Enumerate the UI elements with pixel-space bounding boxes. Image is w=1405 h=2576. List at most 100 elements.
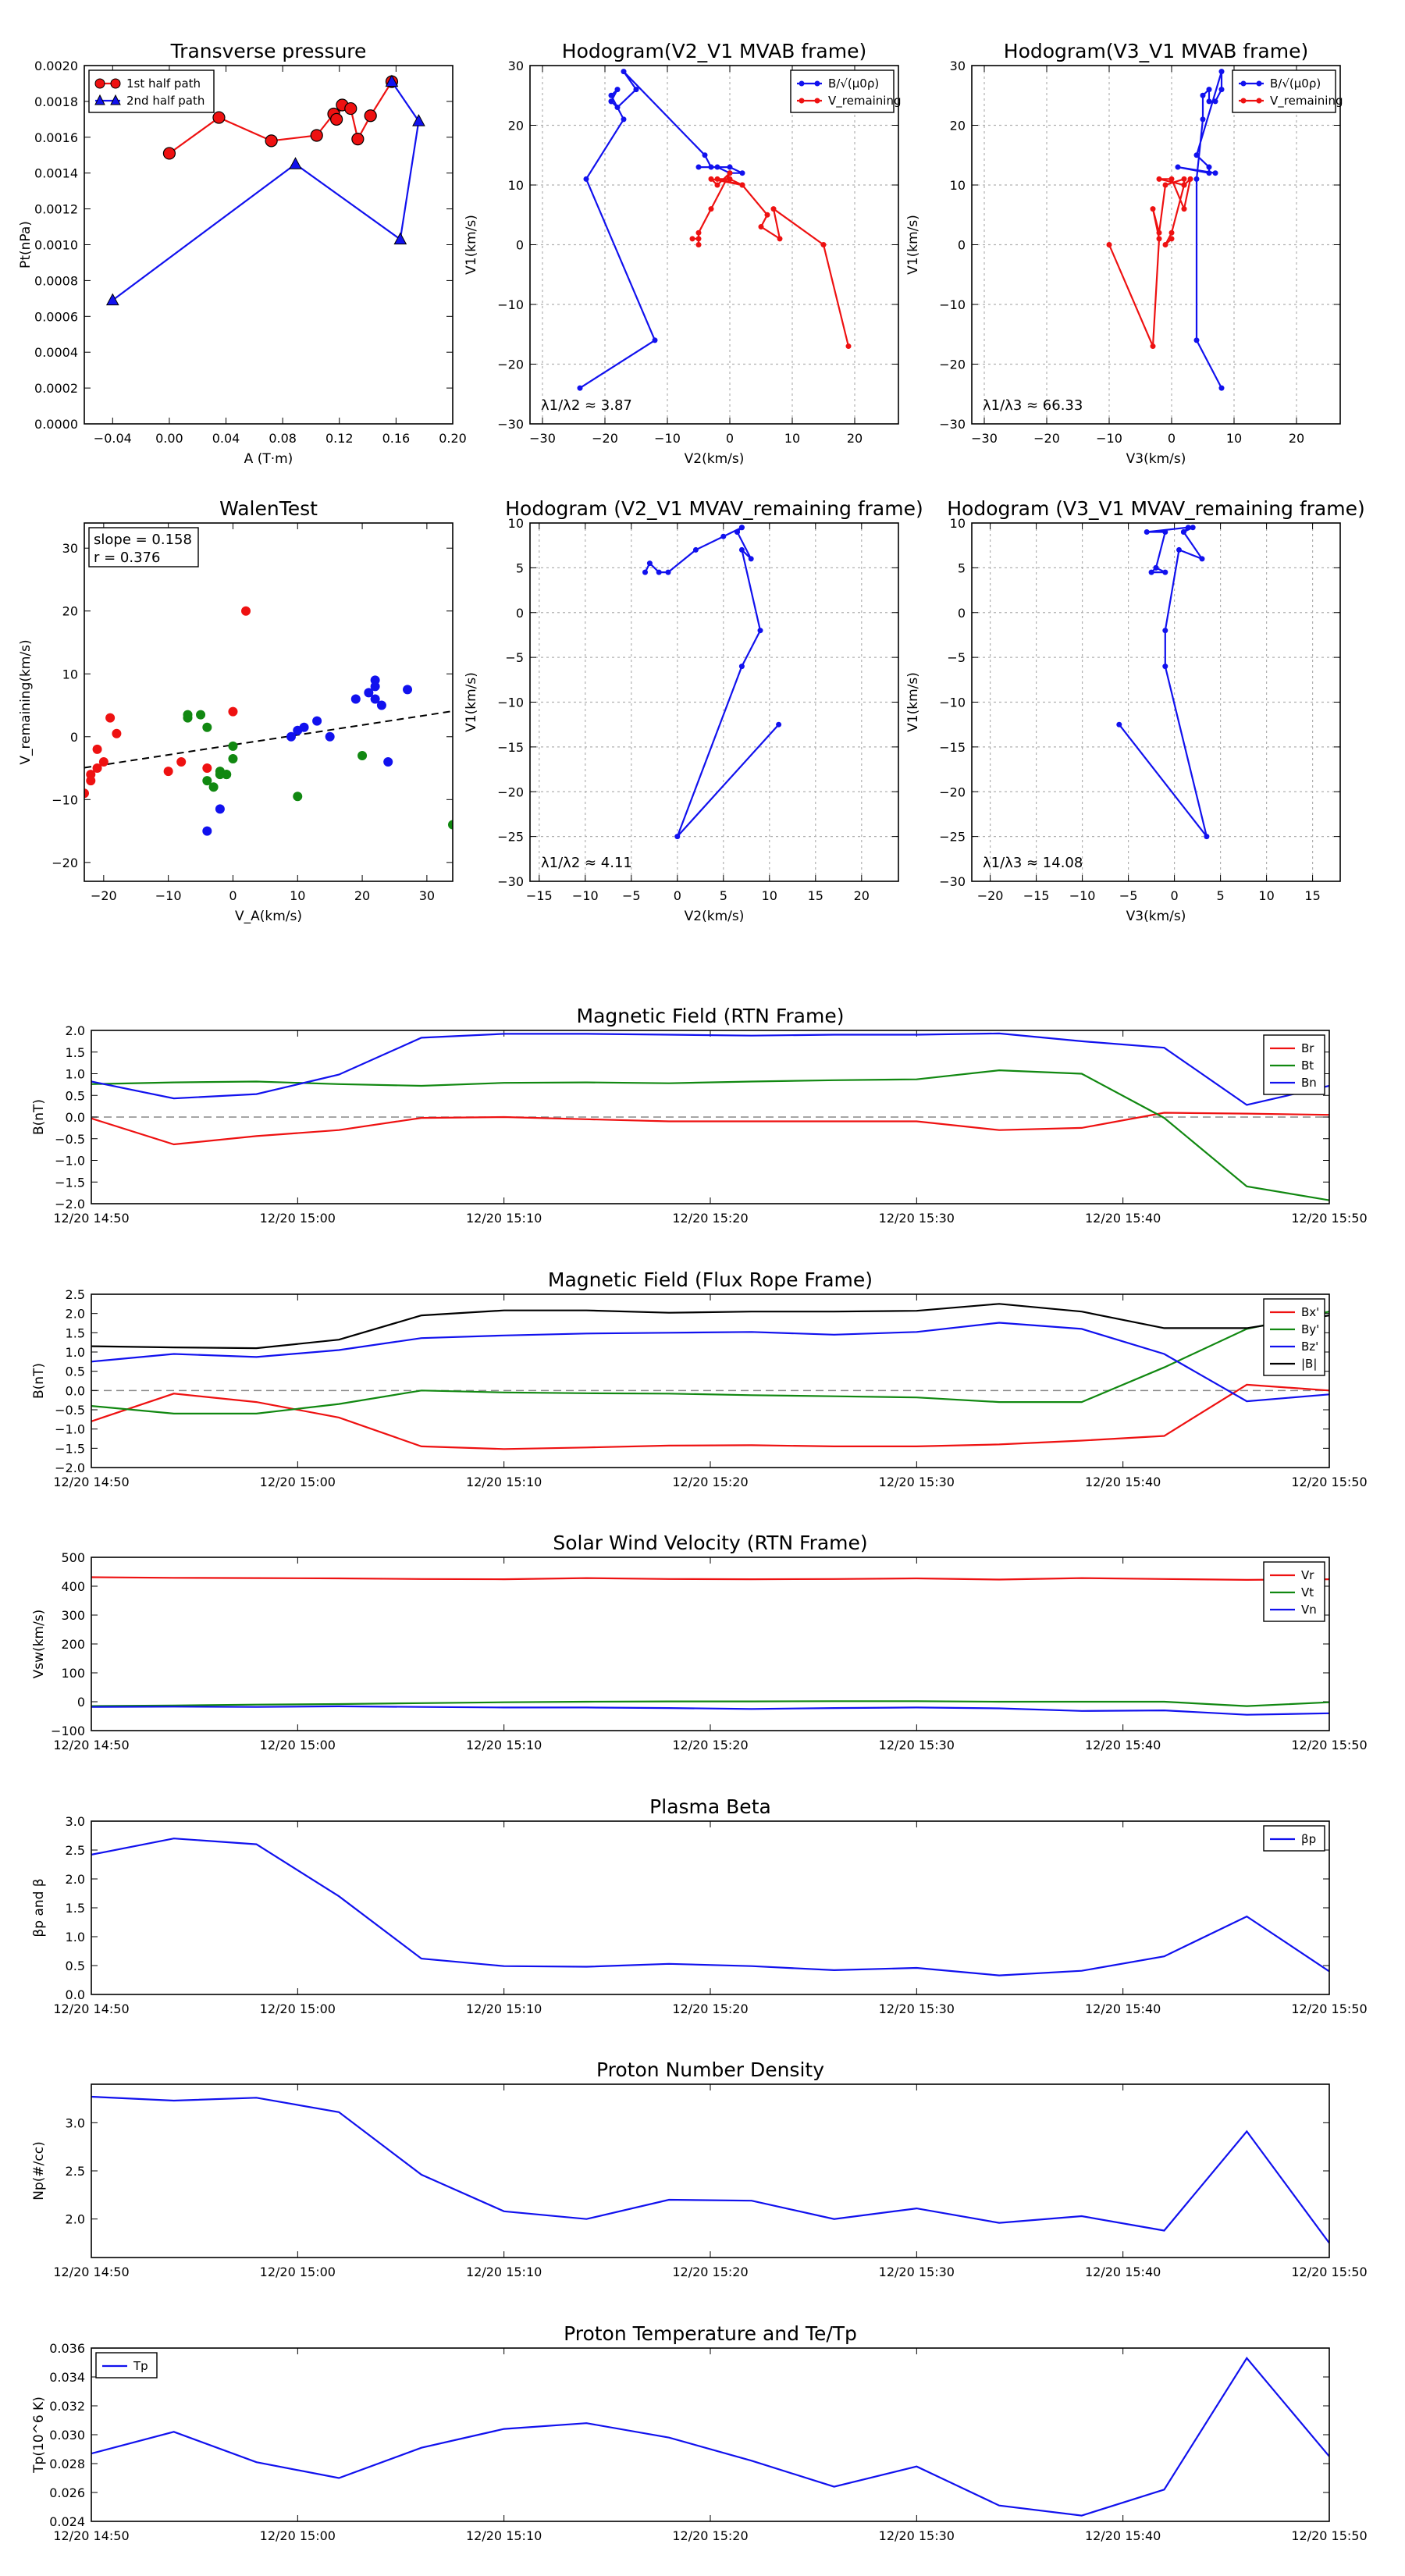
data-point: [1150, 343, 1156, 350]
y-tick-label: 0.0014: [34, 166, 78, 181]
y-tick-label: 2.5: [66, 2164, 85, 2179]
x-tick-label: 12/20 15:00: [260, 1211, 336, 1226]
data-point: [764, 212, 770, 218]
y-tick-label: −1.5: [55, 1175, 85, 1190]
data-point: [1199, 556, 1205, 562]
y-tick-label: 0: [77, 1695, 85, 1710]
series-group: [91, 1032, 1329, 1201]
scatter-point: [86, 776, 96, 786]
y-tick-label: 30: [62, 541, 78, 556]
series-line-tp: [91, 2357, 1329, 2517]
data-point: [1181, 206, 1187, 212]
x-tick-label: 0: [1171, 888, 1179, 903]
legend: B/√(μ0ρ) V_remaining: [790, 69, 902, 113]
data-point: [1200, 116, 1206, 123]
x-tick-label: 12/20 15:30: [879, 1738, 955, 1752]
legend-label: Br: [1301, 1041, 1314, 1055]
data-point: [614, 105, 621, 111]
y-tick-label: 100: [61, 1666, 85, 1681]
plot-frame: [971, 65, 1341, 425]
x-tick-label: 0: [726, 431, 734, 446]
data-point: [820, 242, 827, 247]
scatter-point: [293, 792, 303, 802]
y-tick-label: 30: [950, 59, 966, 73]
legend-frame: [88, 69, 215, 113]
legend-marker: [94, 78, 105, 89]
plot-frame: [84, 65, 454, 425]
data-point: [720, 533, 727, 539]
chart-title: Plasma Beta: [649, 1795, 771, 1818]
legend-label: Bx': [1301, 1305, 1319, 1319]
chart-title: Solar Wind Velocity (RTN Frame): [553, 1532, 867, 1554]
y-tick-label: 2.0: [66, 2212, 85, 2227]
y-tick-label: 0.030: [49, 2428, 85, 2443]
x-tick-label: 12/20 15:20: [672, 1211, 748, 1226]
data-point: [1187, 176, 1193, 182]
y-tick-label: 0.028: [49, 2457, 85, 2471]
x-tick-label: 12/20 15:10: [466, 1475, 542, 1489]
data-point: [633, 87, 639, 93]
data-point: [1204, 834, 1210, 840]
x-tick-label: 12/20 15:50: [1291, 1211, 1367, 1226]
chart-proton-temperature: 12/20 14:50 12/20 15:00 12/20 15:10 12/20 1…: [31, 2322, 1368, 2543]
data-point: [1168, 236, 1175, 242]
series-group: [84, 606, 453, 836]
x-tick-label: −5: [1119, 888, 1138, 903]
scatter-point: [183, 710, 193, 720]
y-tick-label: 20: [62, 604, 78, 619]
y-axis-label: B(nT): [31, 1099, 47, 1135]
x-tick-label: 20: [1289, 431, 1304, 446]
data-point: [770, 206, 777, 212]
y-tick-label: −30: [939, 417, 966, 432]
data-point: [212, 111, 226, 124]
series-group: [577, 69, 852, 391]
x-tick-label: 12/20 15:20: [672, 2265, 748, 2279]
x-tick-label: 12/20 15:20: [672, 1738, 748, 1752]
y-tick-label: 200: [61, 1637, 85, 1652]
y-tick-label: 10: [508, 178, 524, 193]
x-tick-label: 12/20 15:20: [672, 1475, 748, 1489]
chart-title: Hodogram (V2_V1 MVAV_remaining frame): [505, 497, 923, 520]
legend-label: Vn: [1301, 1603, 1317, 1617]
y-tick-label: 1.5: [66, 1901, 85, 1916]
y-tick-label: 0.024: [49, 2514, 85, 2529]
chart-solar-wind-velocity: 12/20 14:50 12/20 15:00 12/20 15:10 12/20 1…: [31, 1532, 1368, 1752]
x-tick-label: −10: [1096, 431, 1122, 446]
data-point: [689, 236, 695, 242]
data-point: [757, 628, 763, 634]
scatter-point: [325, 731, 335, 742]
legend: Tp: [95, 2352, 158, 2379]
data-point: [364, 109, 377, 123]
y-tick-label: −25: [939, 830, 966, 845]
scatter-point: [350, 694, 361, 704]
y-tick-label: −2.0: [55, 1461, 85, 1475]
legend-label: |B|: [1301, 1357, 1317, 1371]
y-axis-label: Pt(nPa): [18, 221, 34, 269]
data-point: [727, 170, 733, 176]
data-point: [289, 157, 302, 169]
x-tick-label: 12/20 15:40: [1085, 1738, 1161, 1752]
y-axis-label: Np(#/cc): [31, 2141, 47, 2200]
data-point: [727, 176, 733, 182]
series-line-bz: [91, 1322, 1329, 1403]
series-line-b-0: [1177, 71, 1223, 389]
scatter-point: [376, 700, 386, 710]
plot-frame: [91, 1293, 1330, 1468]
stats-box: slope = 0.158 r = 0.376: [88, 527, 199, 568]
y-axis-label: B(nT): [31, 1363, 47, 1399]
stats-line: r = 0.376: [94, 550, 160, 566]
scatter-point: [215, 804, 225, 814]
data-point: [727, 164, 733, 170]
data-point: [695, 242, 702, 247]
scatter-point: [202, 722, 212, 732]
x-tick-label: −30: [971, 431, 998, 446]
data-point: [162, 147, 176, 160]
x-tick-label: 0: [1168, 431, 1176, 446]
x-tick-label: 12/20 15:40: [1085, 2001, 1161, 2016]
x-tick-label: −30: [529, 431, 556, 446]
data-point: [642, 569, 648, 575]
x-tick-label: 5: [1217, 888, 1225, 903]
x-axis-label: V2(km/s): [685, 909, 745, 924]
x-tick-label: −10: [654, 431, 681, 446]
series-line-v-remaining: [692, 172, 850, 347]
